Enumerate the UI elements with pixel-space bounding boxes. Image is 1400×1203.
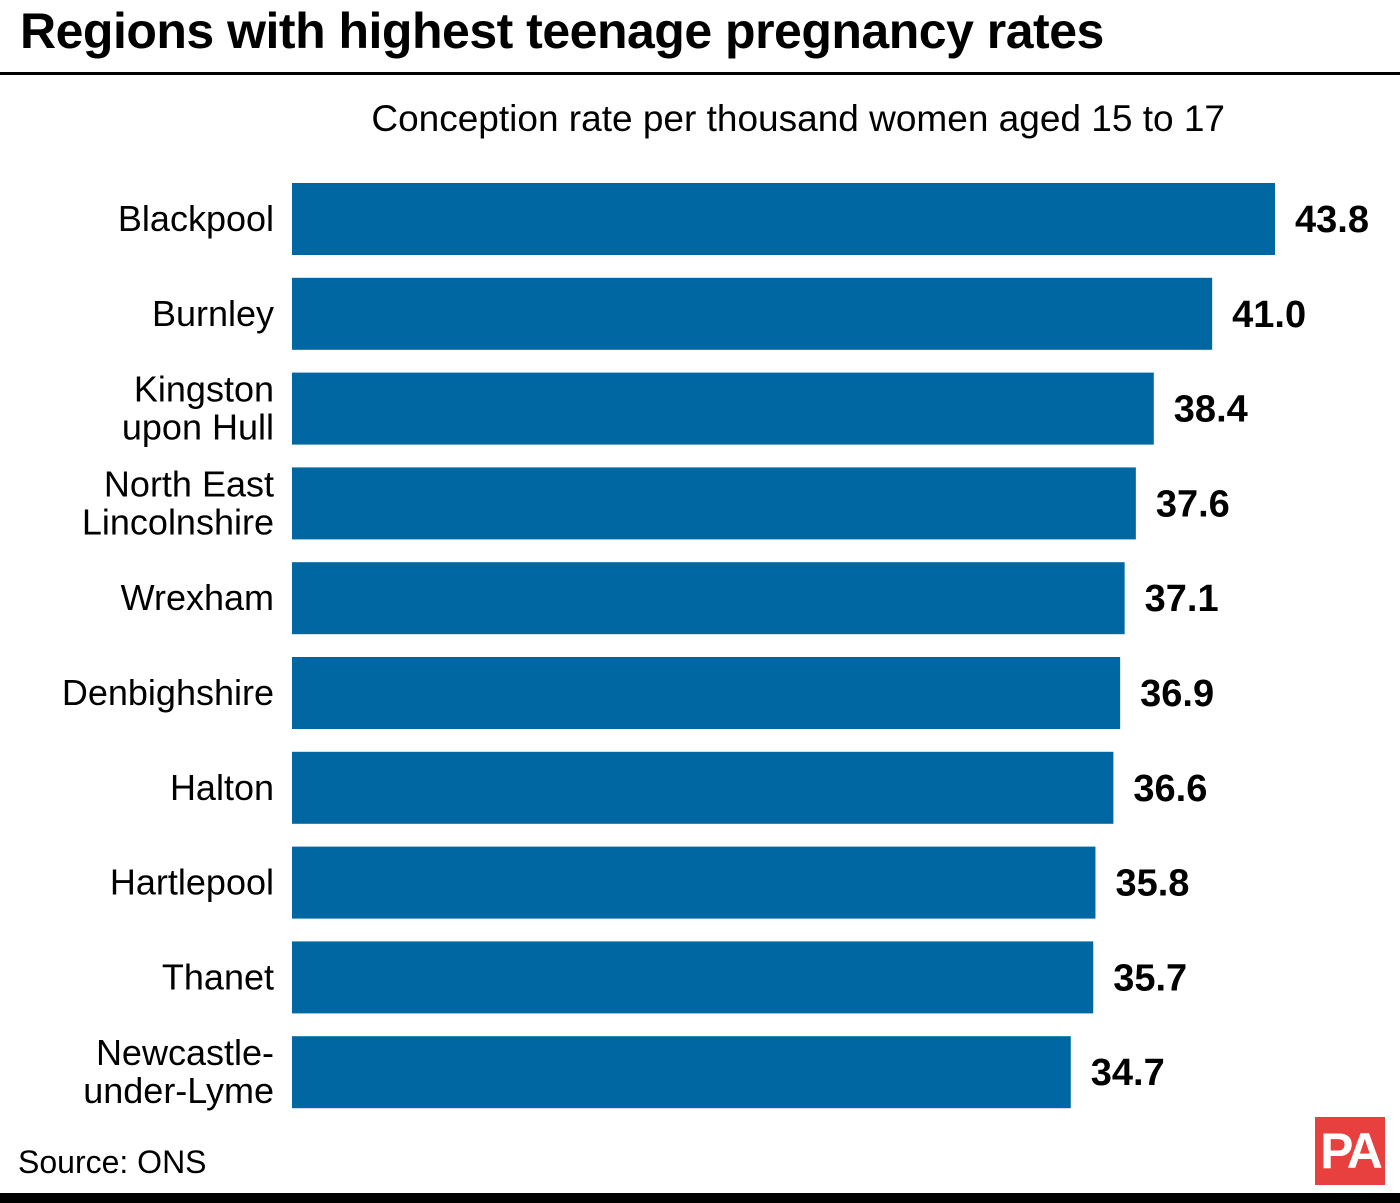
category-label-7: Hartlepool bbox=[110, 862, 274, 903]
bottom-divider bbox=[0, 1193, 1400, 1203]
category-label-6: Halton bbox=[170, 767, 274, 808]
category-label-line: under-Lyme bbox=[83, 1070, 274, 1111]
source-note: Source: ONS bbox=[18, 1144, 207, 1180]
bar-4 bbox=[292, 562, 1125, 635]
value-label-6: 36.6 bbox=[1133, 768, 1207, 810]
category-label-line: Kingston bbox=[134, 369, 274, 410]
value-label-9: 34.7 bbox=[1091, 1052, 1165, 1094]
category-label-line: Hartlepool bbox=[110, 862, 274, 903]
category-label-line: Halton bbox=[170, 767, 274, 808]
category-label-line: Lincolnshire bbox=[82, 501, 274, 542]
chart-subtitle: Conception rate per thousand women aged … bbox=[371, 98, 1225, 139]
bar-3 bbox=[292, 467, 1136, 540]
value-label-2: 38.4 bbox=[1174, 389, 1248, 431]
category-label-line: Wrexham bbox=[121, 577, 274, 618]
bar-9 bbox=[292, 1036, 1071, 1109]
category-label-line: North East bbox=[104, 463, 274, 504]
bar-8 bbox=[292, 941, 1094, 1014]
category-label-line: Thanet bbox=[162, 956, 274, 997]
category-label-4: Wrexham bbox=[121, 577, 274, 618]
bar-chart: 43.8 Blackpool 41.0 Burnley 38.4 Kingston upon… bbox=[62, 183, 1369, 1111]
value-label-5: 36.9 bbox=[1140, 673, 1214, 715]
bar-0 bbox=[292, 183, 1275, 255]
value-label-3: 37.6 bbox=[1156, 483, 1230, 525]
category-label-line: Newcastle- bbox=[96, 1032, 274, 1073]
category-label-2: Kingston upon Hull bbox=[122, 369, 274, 448]
category-label-5: Denbighshire bbox=[62, 672, 274, 713]
value-label-7: 35.8 bbox=[1115, 863, 1189, 905]
bar-7 bbox=[292, 846, 1096, 919]
value-label-1: 41.0 bbox=[1232, 294, 1306, 336]
category-label-line: Blackpool bbox=[118, 198, 274, 239]
bar-6 bbox=[292, 751, 1114, 824]
value-label-0: 43.8 bbox=[1295, 199, 1369, 241]
title-divider bbox=[0, 72, 1400, 75]
category-label-line: Burnley bbox=[152, 293, 274, 334]
category-label-1: Burnley bbox=[152, 293, 274, 334]
bar-1 bbox=[292, 277, 1213, 350]
pa-logo: PA bbox=[1315, 1117, 1385, 1185]
category-label-3: North East Lincolnshire bbox=[82, 463, 274, 542]
category-label-9: Newcastle-under-Lyme bbox=[83, 1032, 274, 1111]
category-label-line: Denbighshire bbox=[62, 672, 274, 713]
value-label-8: 35.7 bbox=[1113, 957, 1187, 999]
value-label-4: 37.1 bbox=[1145, 578, 1219, 620]
category-label-line: upon Hull bbox=[122, 407, 274, 448]
category-label-0: Blackpool bbox=[118, 198, 274, 239]
bar-5 bbox=[292, 657, 1121, 729]
category-label-8: Thanet bbox=[162, 956, 274, 997]
chart-title: Regions with highest teenage pregnancy r… bbox=[20, 3, 1104, 59]
bar-2 bbox=[292, 372, 1154, 445]
